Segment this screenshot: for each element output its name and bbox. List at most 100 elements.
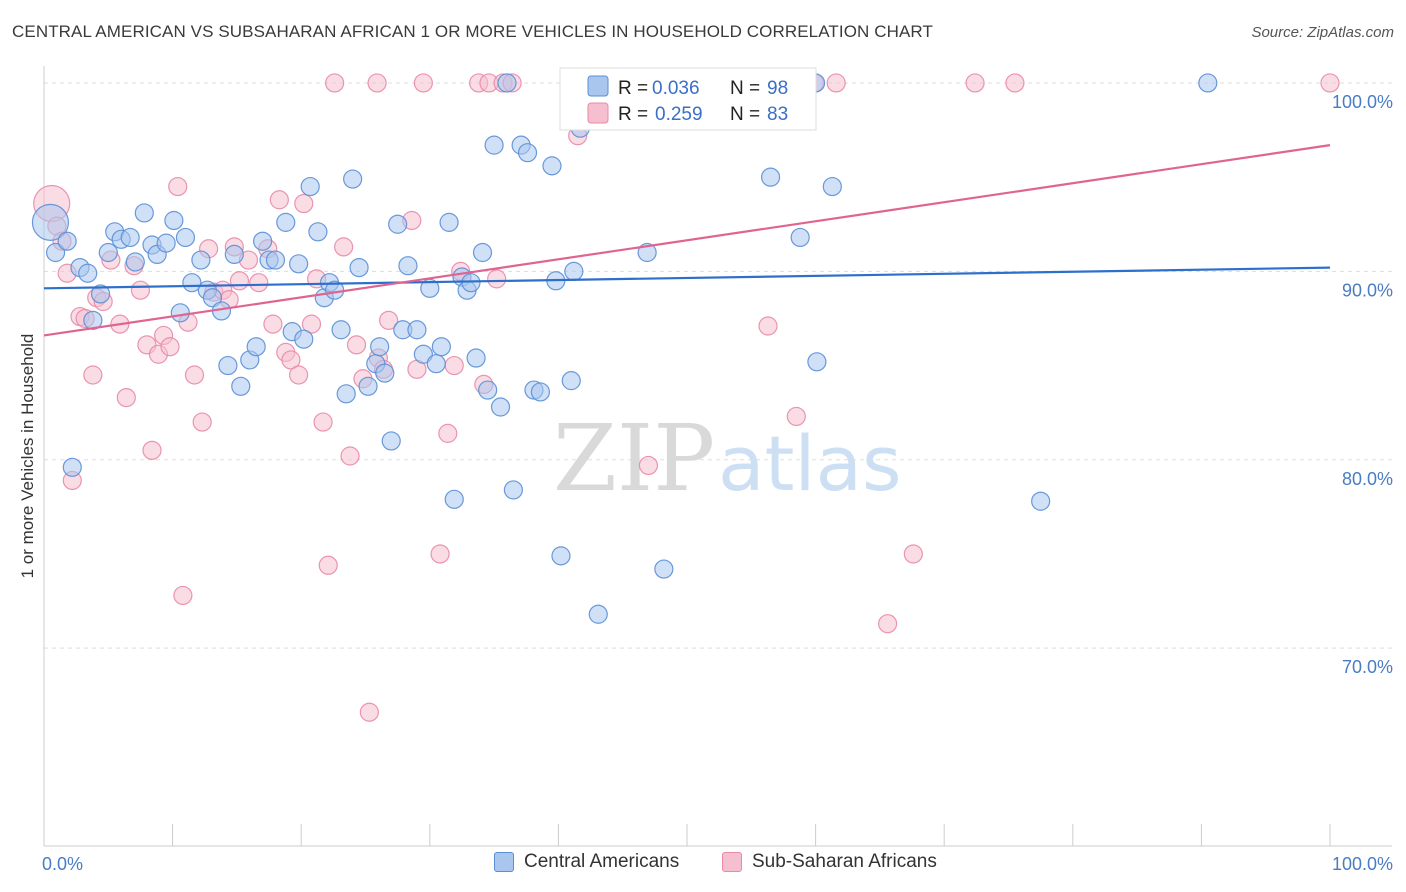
central-point xyxy=(125,252,145,272)
central-point xyxy=(407,320,427,340)
stats-swatch-central xyxy=(587,75,609,97)
central-point xyxy=(57,231,77,251)
central-point xyxy=(191,250,211,270)
central-point xyxy=(90,284,111,304)
central-point xyxy=(331,320,351,340)
series-central-points xyxy=(31,73,1218,624)
subsaharan-point xyxy=(184,365,205,385)
central-point xyxy=(461,273,481,293)
subsaharan-point xyxy=(173,585,193,606)
stats-legend: R = 0.036 N = 98 R = 0.259 N = 83 xyxy=(559,67,817,131)
central-point xyxy=(1031,491,1051,511)
central-point xyxy=(1198,73,1218,93)
central-point xyxy=(276,212,296,232)
legend-label-subsaharan: Sub-Saharan Africans xyxy=(752,851,937,872)
subsaharan-point xyxy=(269,190,289,210)
subsaharan-point xyxy=(826,73,846,93)
central-point xyxy=(218,355,238,376)
n-label-central: N = xyxy=(730,78,760,99)
central-point xyxy=(62,457,82,477)
central-point xyxy=(426,354,446,374)
central-point xyxy=(300,176,320,197)
central-point xyxy=(164,210,184,231)
x-tick-label-min: 0.0% xyxy=(42,854,83,874)
axes xyxy=(43,66,1392,847)
legend-swatch-subsaharan xyxy=(722,852,742,872)
central-point xyxy=(231,376,251,396)
subsaharan-point xyxy=(294,193,314,214)
central-point xyxy=(83,310,103,330)
subsaharan-point xyxy=(301,314,322,334)
central-point xyxy=(289,254,309,274)
gridlines xyxy=(44,82,1392,649)
central-point xyxy=(358,376,378,396)
central-point xyxy=(637,242,657,263)
subsaharan-point xyxy=(313,412,333,432)
central-point xyxy=(551,546,571,566)
central-point xyxy=(530,382,550,402)
subsaharan-point xyxy=(325,73,345,93)
subsaharan-point xyxy=(965,73,985,93)
subsaharan-point xyxy=(413,73,433,93)
subsaharan-point xyxy=(340,446,360,466)
series-subsaharan-points xyxy=(33,73,1340,722)
central-point xyxy=(444,489,464,509)
central-point xyxy=(78,263,98,283)
subsaharan-point xyxy=(281,350,301,370)
subsaharan-point xyxy=(430,544,450,564)
central-point xyxy=(564,261,584,281)
central-point xyxy=(478,380,498,400)
central-point xyxy=(98,242,118,263)
legend-item-central: Central Americans xyxy=(494,851,679,873)
central-point xyxy=(31,203,70,241)
subsaharan-point xyxy=(229,271,250,291)
central-point xyxy=(822,176,842,197)
trend-line-central xyxy=(43,266,1331,290)
subsaharan-point xyxy=(116,387,136,408)
central-point xyxy=(790,227,810,248)
central-point xyxy=(134,203,154,223)
r-value-subsaharan: 0.259 xyxy=(655,104,703,125)
tick-labels: 70.0% 80.0% 90.0% 100.0% 0.0% 100.0% xyxy=(42,92,1393,874)
central-point xyxy=(370,337,390,357)
central-point xyxy=(45,242,66,263)
central-point xyxy=(170,303,190,323)
central-point xyxy=(472,242,493,263)
subsaharan-point xyxy=(168,176,188,197)
legend-swatch-central xyxy=(494,852,514,872)
y-tick-label: 70.0% xyxy=(1342,657,1393,677)
central-point xyxy=(253,231,273,251)
central-point xyxy=(381,431,401,451)
central-point xyxy=(654,559,674,579)
source-label: Source: ZipAtlas.com xyxy=(1251,24,1394,41)
central-point xyxy=(156,233,176,253)
central-point xyxy=(246,337,266,357)
central-point xyxy=(202,288,223,308)
watermark-atlas: atlas xyxy=(718,419,902,508)
subsaharan-point xyxy=(334,237,354,257)
n-value-central: 98 xyxy=(767,78,788,99)
subsaharan-point xyxy=(903,544,923,564)
subsaharan-point xyxy=(318,555,338,575)
central-point xyxy=(431,337,451,357)
central-point xyxy=(542,156,562,176)
subsaharan-point xyxy=(638,455,659,476)
central-point xyxy=(807,352,827,372)
chart-title: CENTRAL AMERICAN VS SUBSAHARAN AFRICAN 1… xyxy=(12,22,933,41)
central-point xyxy=(120,227,140,248)
central-point xyxy=(375,363,395,383)
central-point xyxy=(175,227,196,248)
n-value-subsaharan: 83 xyxy=(767,104,788,125)
subsaharan-point xyxy=(1005,73,1025,93)
subsaharan-point xyxy=(249,273,269,293)
central-point xyxy=(388,214,408,234)
watermark-zip: ZIP xyxy=(553,405,715,512)
x-tick-label-max: 100.0% xyxy=(1332,854,1393,874)
stats-swatch-subsaharan xyxy=(587,102,609,124)
y-tick-label: 100.0% xyxy=(1332,92,1393,112)
subsaharan-point xyxy=(142,440,162,460)
central-point xyxy=(517,143,538,163)
central-point xyxy=(413,344,433,364)
central-point xyxy=(349,257,369,278)
subsaharan-point xyxy=(192,412,212,432)
